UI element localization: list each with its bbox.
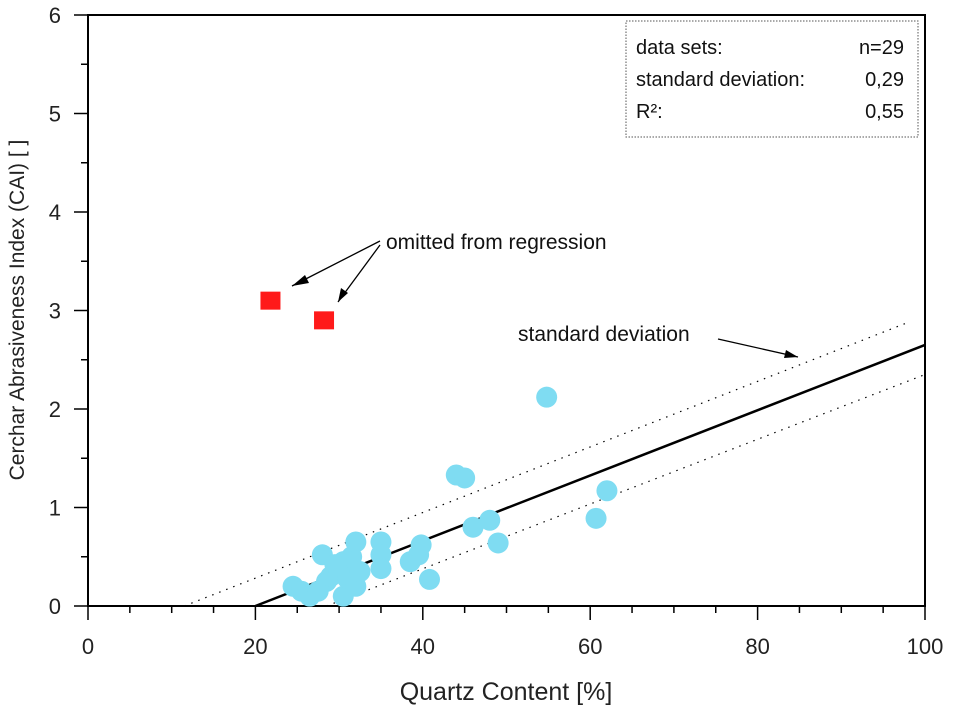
data-point	[418, 568, 440, 590]
omitted-arrowhead-1	[292, 275, 309, 286]
x-tick-label: 100	[907, 634, 944, 659]
x-tick-label: 40	[411, 634, 435, 659]
stats-label-n: data sets:	[636, 37, 723, 59]
omitted-point	[260, 291, 281, 310]
x-tick-label: 80	[745, 634, 769, 659]
data-point	[596, 480, 618, 502]
data-point	[462, 516, 484, 538]
data-point	[536, 386, 558, 408]
data-point	[479, 509, 501, 531]
x-axis-title: Quartz Content [%]	[400, 678, 613, 706]
y-tick-label: 1	[49, 496, 61, 521]
y-tick-label: 6	[49, 3, 61, 28]
omitted-arrowhead-2	[338, 288, 348, 302]
data-point	[487, 532, 509, 554]
omitted-point	[314, 311, 335, 330]
data-points	[260, 291, 618, 607]
x-tick-label: 20	[243, 634, 267, 659]
data-point	[585, 507, 607, 529]
regression-line	[254, 343, 926, 608]
x-tick-labels: 0 20 40 60 80 100	[82, 634, 943, 659]
sd-arrowhead	[784, 350, 798, 358]
omitted-annotation: omitted from regression	[386, 231, 607, 254]
sd-annotation: standard deviation	[518, 323, 690, 346]
y-tick-label: 5	[49, 102, 61, 127]
stats-box	[625, 20, 919, 138]
y-tick-label: 4	[49, 200, 61, 225]
data-point	[349, 561, 371, 583]
y-tick-labels: 0 1 2 3 4 5 6	[49, 3, 61, 619]
stats-label-sd: standard deviation:	[636, 69, 805, 91]
stats-value-sd: 0,29	[865, 69, 904, 91]
data-point	[345, 531, 367, 553]
y-tick-label: 0	[49, 594, 61, 619]
x-tick-label: 60	[578, 634, 602, 659]
axis-ticks	[74, 14, 926, 620]
data-point	[370, 558, 392, 580]
stats-label-r2: R²:	[636, 101, 663, 123]
stats-value-r2: 0,55	[865, 101, 904, 123]
data-point	[454, 467, 476, 489]
y-axis-title: Cerchar Abrasiveness Index (CAI) [ ]	[6, 140, 29, 481]
y-tick-label: 3	[49, 299, 61, 324]
x-tick-label: 0	[82, 634, 94, 659]
sd-arrow	[717, 338, 799, 358]
data-point	[410, 534, 432, 556]
y-tick-label: 2	[49, 397, 61, 422]
stats-value-n: n=29	[859, 37, 904, 59]
regression-lines	[184, 321, 926, 608]
